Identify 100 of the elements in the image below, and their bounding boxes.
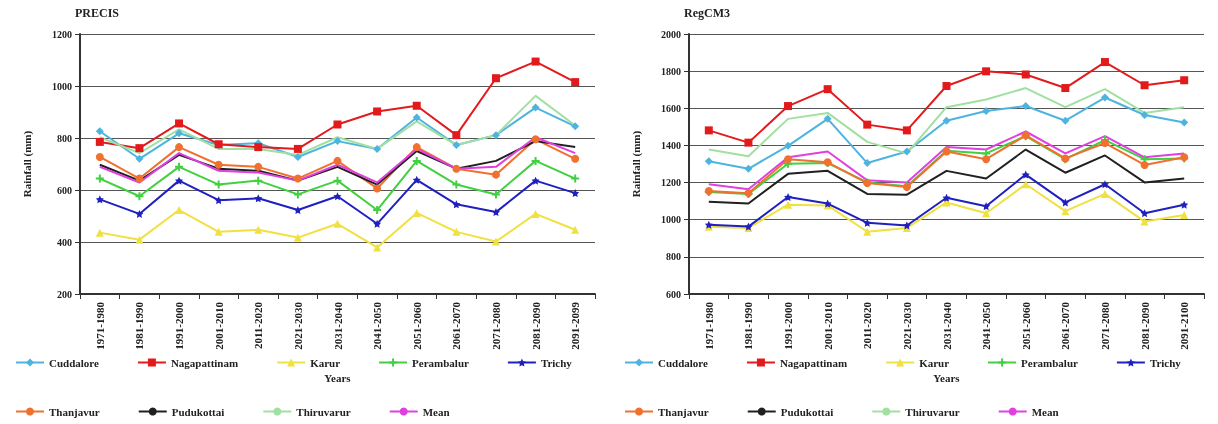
point (1061, 207, 1070, 216)
point (1180, 76, 1189, 85)
point (982, 67, 991, 76)
point (1061, 198, 1070, 207)
y-tick-label: 600 (57, 184, 72, 196)
point (982, 155, 991, 164)
x-tick-label: 2051-2060 (410, 301, 423, 350)
point (571, 189, 580, 198)
x-tick-label: 2011-2020 (861, 301, 874, 350)
point (254, 176, 263, 185)
point (1140, 81, 1149, 90)
point (293, 233, 302, 242)
x-tick-label: 2081-2090 (1138, 301, 1151, 350)
point (1021, 70, 1030, 79)
point (1021, 170, 1030, 179)
point (412, 113, 421, 122)
legend-label: Thiruvarur (905, 405, 960, 418)
x-tick-label: 1971-1980 (93, 301, 106, 350)
x-tick-label: 1991-2000 (173, 301, 186, 350)
legend-label: Pudukottai (780, 405, 834, 418)
point (95, 228, 104, 237)
point (175, 206, 184, 215)
point (412, 175, 421, 184)
point (571, 78, 580, 87)
point (1100, 93, 1109, 102)
point (1021, 102, 1030, 111)
legend-label: Pudukottai (171, 405, 225, 418)
point (412, 156, 421, 165)
point (175, 143, 184, 152)
point (744, 138, 753, 147)
legend-label: Thanjavur (658, 405, 709, 418)
point (452, 180, 461, 189)
point (863, 120, 872, 129)
y-tick-label: 200 (57, 288, 72, 300)
point (982, 202, 991, 211)
y-tick-label: 400 (57, 236, 72, 248)
y-tick-label: 1000 (661, 214, 681, 226)
x-tick-label: 2071-2080 (489, 301, 502, 350)
point (571, 122, 580, 131)
x-tick-label: 2001-2010 (212, 301, 225, 350)
legend-label: Perambalur (412, 356, 470, 369)
point (373, 144, 382, 153)
legend-label: Mean (422, 405, 450, 418)
point (373, 219, 382, 228)
y-tick-label: 800 (666, 251, 681, 263)
point (704, 157, 713, 166)
point (1061, 116, 1070, 125)
point (175, 176, 184, 185)
point (491, 131, 500, 140)
y-tick-label: 1200 (661, 177, 681, 189)
point (704, 126, 713, 135)
point (784, 141, 793, 150)
legend-label: Nagapattinam (779, 356, 848, 369)
point (135, 144, 144, 153)
point (1180, 200, 1189, 209)
point (1140, 110, 1149, 119)
x-tick-label: 2061-2070 (1059, 301, 1072, 350)
point (1140, 160, 1149, 169)
point (135, 235, 144, 244)
x-tick-label: 2001-2010 (821, 301, 834, 350)
legend-label: Perambalur (1021, 356, 1079, 369)
legend-label: Cuddalore (49, 356, 100, 369)
x-tick-label: 2011-2020 (252, 301, 265, 350)
point (135, 174, 144, 183)
point (531, 156, 540, 165)
y-tick-label: 1200 (52, 28, 72, 40)
point (175, 162, 184, 171)
point (135, 209, 144, 218)
legend-label: Thanjavur (49, 405, 100, 418)
x-tick-label: 2081-2090 (529, 301, 542, 350)
x-tick-label: 2071-2080 (1098, 301, 1111, 350)
point (293, 144, 302, 153)
point (784, 200, 793, 209)
y-tick-label: 1600 (661, 102, 681, 114)
point (1061, 84, 1070, 93)
point (293, 190, 302, 199)
y-tick-label: 1000 (52, 80, 72, 92)
point (95, 137, 104, 146)
point (863, 218, 872, 227)
line-series (707, 148, 1186, 205)
point (214, 180, 223, 189)
point (571, 225, 580, 234)
chart-title: PRECIS (75, 6, 120, 20)
point (531, 103, 540, 112)
point (333, 192, 342, 201)
x-tick-label: 1971-1980 (702, 301, 715, 350)
x-tick-label: 1981-1990 (742, 301, 755, 350)
point (135, 192, 144, 201)
point (942, 82, 951, 90)
y-axis-title: Rainfall (mm) (20, 130, 34, 198)
point (254, 225, 263, 234)
point (491, 190, 500, 199)
point (531, 135, 540, 144)
point (531, 176, 540, 185)
point (784, 155, 793, 164)
point (333, 137, 342, 146)
point (254, 194, 263, 203)
x-tick-label: 2021-2030 (900, 301, 913, 350)
y-axis-title: Rainfall (mm) (629, 130, 643, 198)
point (1140, 209, 1149, 218)
